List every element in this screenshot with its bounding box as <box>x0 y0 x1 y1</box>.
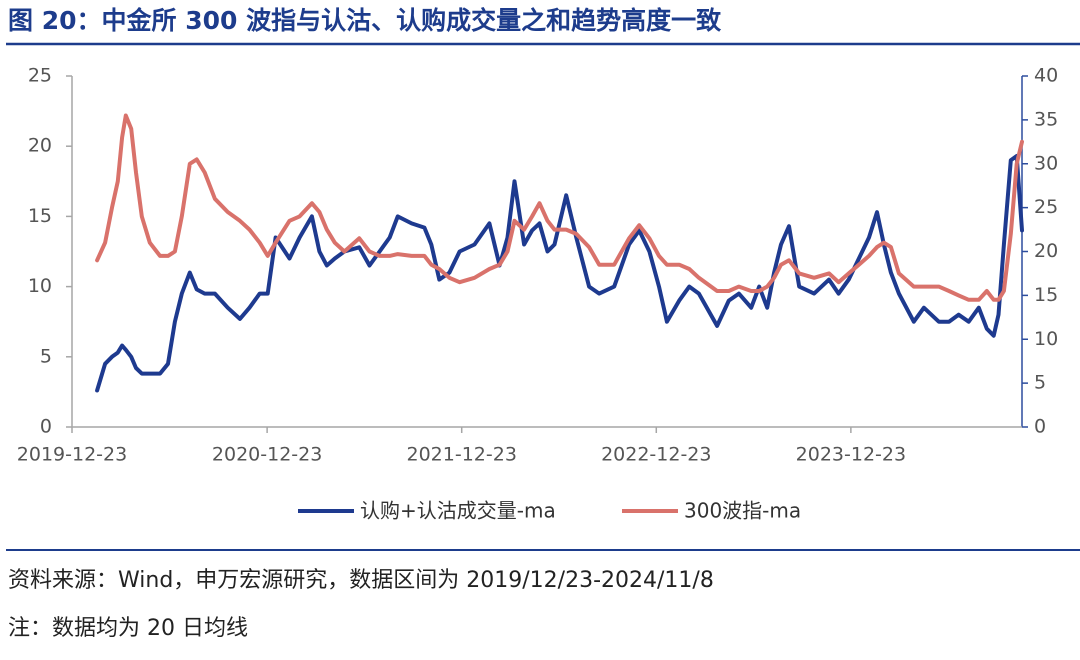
y2-tick-label: 10 <box>1034 328 1058 350</box>
y2-tick-label: 35 <box>1034 108 1058 130</box>
series-line <box>95 113 1024 302</box>
y-tick-label: 10 <box>28 275 52 297</box>
y2-tick-label: 0 <box>1034 416 1046 438</box>
y2-tick-label: 20 <box>1034 240 1058 262</box>
y-tick-label: 20 <box>28 135 52 157</box>
y2-tick-label: 30 <box>1034 152 1058 174</box>
x-tick-label: 2021-12-23 <box>406 444 516 466</box>
legend-label: 300波指-ma <box>684 499 801 523</box>
y2-tick-label: 15 <box>1034 284 1058 306</box>
source-note: 资料来源：Wind，申万宏源研究，数据区间为 2019/12/23-2024/1… <box>8 568 714 593</box>
y2-tick-label: 25 <box>1034 196 1058 218</box>
y-tick-label: 15 <box>28 205 52 227</box>
x-tick-label: 2020-12-23 <box>212 444 322 466</box>
x-tick-label: 2022-12-23 <box>601 444 711 466</box>
x-tick-label: 2023-12-23 <box>796 444 906 466</box>
x-tick-label: 2019-12-23 <box>17 444 127 466</box>
y2-tick-label: 40 <box>1034 65 1058 87</box>
legend-label: 认购+认沽成交量-ma <box>360 499 556 523</box>
y-tick-label: 5 <box>40 345 52 367</box>
y2-tick-label: 5 <box>1034 372 1046 394</box>
chart-title: 图 20：中金所 300 波指与认沽、认购成交量之和趋势高度一致 <box>8 6 722 35</box>
series-line <box>95 154 1024 393</box>
y-tick-label: 25 <box>28 65 52 87</box>
y-tick-label: 0 <box>40 416 52 438</box>
footnote: 注：数据均为 20 日均线 <box>8 616 248 641</box>
